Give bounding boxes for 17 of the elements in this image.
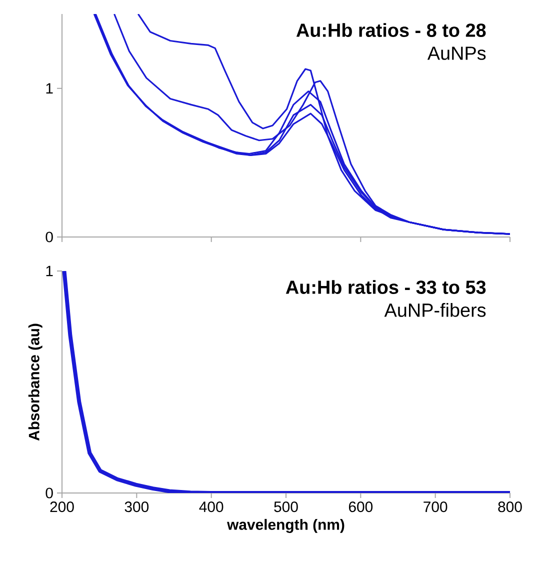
chart-title: Au:Hb ratios - 8 to 28 <box>296 23 486 37</box>
x-tick-label: 200 <box>50 502 74 512</box>
x-tick-label: 300 <box>124 502 149 512</box>
y-tick-label: 1 <box>46 266 53 276</box>
y-tick-label: 1 <box>46 83 53 94</box>
x-tick-label: 800 <box>498 502 522 512</box>
chart-title: Au:Hb ratios - 33 to 53 <box>286 280 486 294</box>
x-tick-label: 600 <box>348 502 373 512</box>
text: AuNPs <box>427 46 486 60</box>
text: AuNP-fibers <box>384 302 486 317</box>
x-tick-label: 700 <box>424 502 448 512</box>
y-tick-label: 0 <box>46 232 53 242</box>
y-axis-title: Absorbance (au) <box>28 324 42 441</box>
x-axis-title: wavelength (nm) <box>227 518 344 533</box>
x-tick-label: 400 <box>199 502 224 512</box>
y-tick-label: 0 <box>46 488 53 498</box>
x-tick-label: 500 <box>274 502 298 512</box>
